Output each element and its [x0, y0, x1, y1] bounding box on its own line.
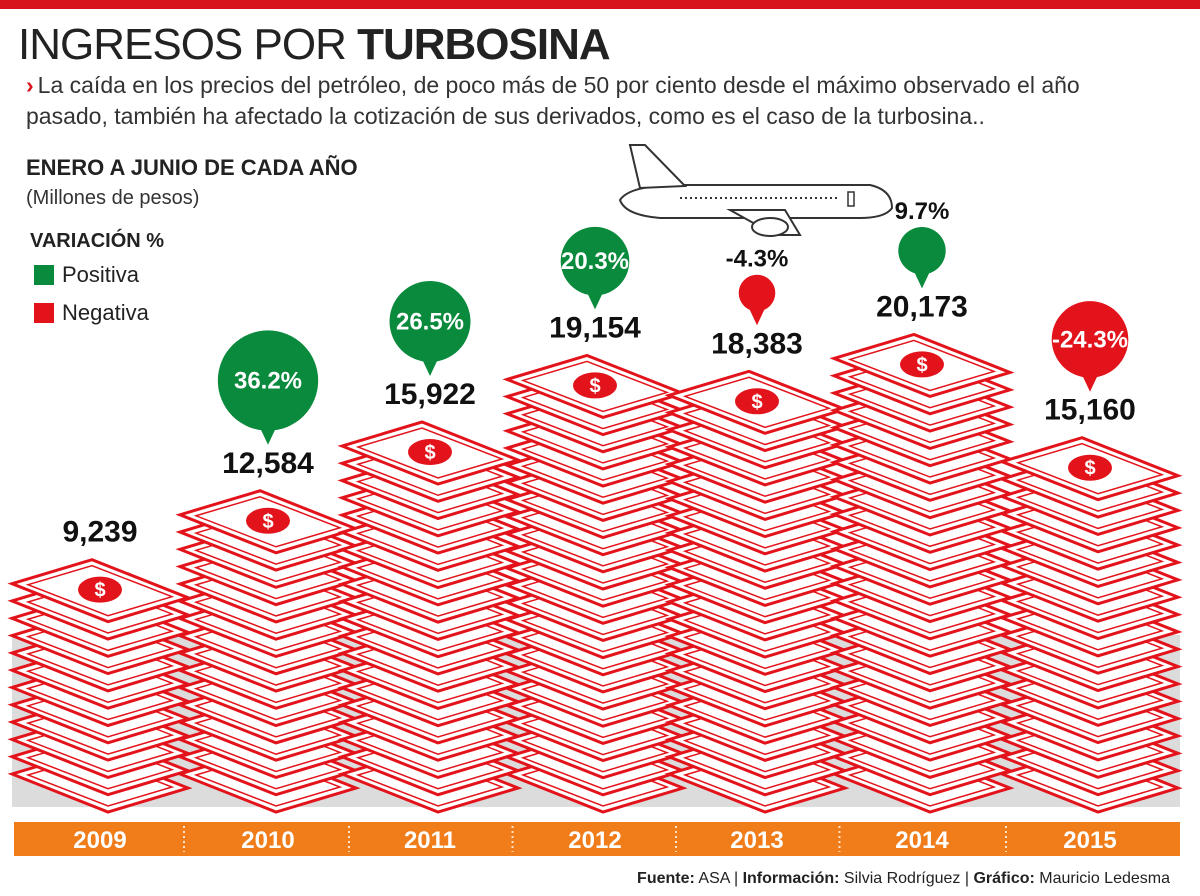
top-accent-bar [0, 0, 1200, 9]
dollar-sign-icon: $ [424, 442, 435, 464]
value-label: 20,173 [876, 290, 968, 323]
legend-negative: Negativa [34, 300, 149, 326]
variation-label: 9.7% [895, 198, 950, 225]
dollar-sign-icon: $ [916, 354, 927, 376]
credit-label: Gráfico: [973, 870, 1035, 887]
lede: › La caída en los precios del petróleo, d… [26, 70, 1146, 132]
variation-label: 20.3% [561, 248, 629, 275]
dollar-coin-icon [573, 372, 617, 399]
legend-positive: Positiva [34, 262, 139, 288]
variation-label: 26.5% [396, 309, 464, 336]
bar-stack-2012: $19,154 20.3% [502, 226, 688, 814]
variation-label: -24.3% [1052, 326, 1128, 353]
value-label: 12,584 [222, 447, 314, 480]
legend-swatch-positive [34, 265, 54, 285]
bill-inner [193, 495, 343, 548]
x-tick-label: 2014 [895, 827, 949, 854]
dollar-coin-icon [408, 439, 452, 466]
airplane-door [847, 191, 855, 207]
bubble-pointer [422, 359, 438, 377]
airplane-icon [618, 144, 894, 237]
airplane-tail [628, 144, 688, 190]
legend-label: Positiva [62, 262, 140, 287]
title-bold: TURBOSINA [357, 20, 611, 69]
bill-inner [847, 339, 997, 392]
x-tick-label: 2010 [241, 827, 294, 854]
chart-units: (Millones de pesos) [26, 187, 200, 209]
value-label: 9,239 [62, 516, 137, 549]
x-tick-label: 2009 [73, 827, 126, 854]
bar-stack-2009: $9,239 [7, 516, 193, 814]
year-axis-bar [14, 822, 1180, 856]
credit-graphic: Mauricio Ledesma [1039, 870, 1170, 887]
variation-bubble [560, 226, 630, 296]
legend-title: VARIACIÓN % [30, 230, 165, 252]
bubble-pointer [587, 292, 603, 310]
bubble-pointer [914, 271, 930, 289]
bill-inner [682, 376, 832, 429]
dollar-sign-icon: $ [1084, 458, 1095, 480]
dollar-coin-icon [1068, 454, 1112, 481]
value-label: 15,922 [384, 378, 476, 411]
legend-swatch-negative [34, 303, 54, 323]
dollar-sign-icon: $ [262, 511, 273, 533]
lede-text: La caída en los precios del petróleo, de… [26, 72, 1080, 129]
variation-label: 36.2% [234, 368, 302, 395]
bill-inner [520, 360, 670, 413]
variation-label: -4.3% [726, 246, 789, 273]
variation-bubble [217, 330, 319, 431]
value-label: 15,160 [1044, 394, 1136, 427]
title-light: INGRESOS POR [18, 20, 347, 69]
x-tick-label: 2011 [404, 827, 456, 854]
variation-bubble [898, 227, 946, 275]
credit-label: Información: [742, 870, 840, 887]
bill-inner [25, 564, 175, 617]
credit-label: Fuente: [637, 870, 695, 887]
bubble-pointer [1082, 374, 1098, 392]
bubble-pointer [749, 308, 765, 326]
value-label: 18,383 [711, 327, 803, 360]
dollar-coin-icon [246, 507, 290, 534]
legend-label: Negativa [62, 300, 149, 325]
credit-info: Silvia Rodríguez [843, 870, 961, 887]
dollar-sign-icon: $ [589, 375, 600, 397]
credits: Fuente: ASA | Información: Silvia Rodríg… [637, 870, 1170, 887]
bar-stack-2014: $20,173 9.7% [829, 198, 1015, 814]
dollar-coin-icon [900, 351, 944, 378]
bar-stack-2015: $15,160 -24.3% [997, 301, 1183, 814]
bar-stack-2013: $18,383 -4.3% [664, 246, 850, 814]
dollar-sign-icon: $ [94, 580, 105, 602]
bar-stack-2011: $15,922 26.5% [337, 281, 523, 814]
airplane-engine [751, 217, 789, 237]
bubble-pointer [260, 427, 276, 445]
chevron-right-icon: › [26, 72, 34, 98]
x-tick-label: 2012 [568, 827, 621, 854]
bar-stack-2010: $12,584 36.2% [175, 330, 361, 814]
page-title: INGRESOS POR TURBOSINA [18, 20, 611, 70]
x-tick-label: 2015 [1063, 827, 1116, 854]
variation-bubble [738, 274, 776, 312]
chart-subtitle: ENERO A JUNIO DE CADA AÑO [26, 155, 358, 180]
variation-bubble [1051, 301, 1129, 378]
bill-inner [1015, 442, 1165, 495]
x-tick-label: 2013 [730, 827, 783, 854]
variation-bubble [389, 281, 471, 363]
value-label: 19,154 [549, 311, 641, 344]
bill-inner [355, 427, 505, 479]
credit-source: ASA [698, 870, 730, 887]
dollar-coin-icon [78, 576, 122, 603]
dollar-sign-icon: $ [751, 391, 762, 413]
dollar-coin-icon [735, 388, 779, 415]
